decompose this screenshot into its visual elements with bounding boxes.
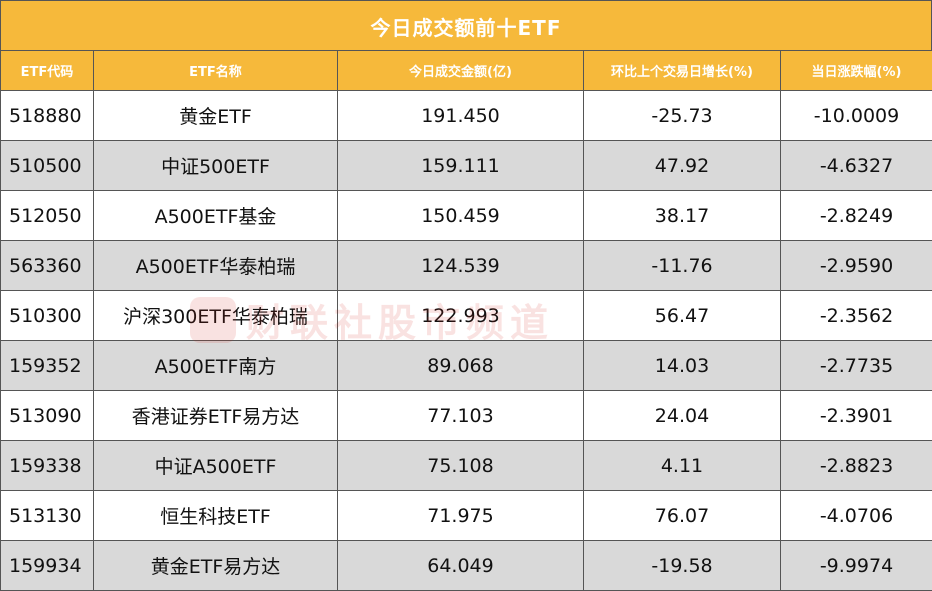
cell-change: -2.7735 xyxy=(781,341,932,391)
cell-code: 512050 xyxy=(1,191,94,241)
cell-name: 中证500ETF xyxy=(94,141,338,191)
cell-change: -2.3562 xyxy=(781,291,932,341)
cell-turnover: 77.103 xyxy=(338,391,584,441)
header-turnover: 今日成交金额(亿) xyxy=(338,51,584,91)
cell-turnover: 75.108 xyxy=(338,441,584,491)
header-change: 当日涨跌幅(%) xyxy=(781,51,932,91)
cell-growth: 4.11 xyxy=(584,441,781,491)
cell-code: 510300 xyxy=(1,291,94,341)
cell-growth: 56.47 xyxy=(584,291,781,341)
cell-code: 159338 xyxy=(1,441,94,491)
cell-name: A500ETF基金 xyxy=(94,191,338,241)
header-code: ETF代码 xyxy=(1,51,94,91)
cell-name: 中证A500ETF xyxy=(94,441,338,491)
table-row: 563360 A500ETF华泰柏瑞 124.539 -11.76 -2.959… xyxy=(1,241,932,291)
cell-growth: -25.73 xyxy=(584,91,781,141)
cell-growth: 14.03 xyxy=(584,341,781,391)
header-row: ETF代码 ETF名称 今日成交金额(亿) 环比上个交易日增长(%) 当日涨跌幅… xyxy=(1,51,932,91)
table-row: 159352 A500ETF南方 89.068 14.03 -2.7735 xyxy=(1,341,932,391)
cell-growth: -19.58 xyxy=(584,541,781,591)
cell-code: 513130 xyxy=(1,491,94,541)
table-row: 513090 香港证券ETF易方达 77.103 24.04 -2.3901 xyxy=(1,391,932,441)
table-row: 510500 中证500ETF 159.111 47.92 -4.6327 xyxy=(1,141,932,191)
cell-turnover: 150.459 xyxy=(338,191,584,241)
cell-growth: 76.07 xyxy=(584,491,781,541)
cell-change: -4.0706 xyxy=(781,491,932,541)
cell-turnover: 89.068 xyxy=(338,341,584,391)
cell-code: 159352 xyxy=(1,341,94,391)
header-name: ETF名称 xyxy=(94,51,338,91)
cell-turnover: 124.539 xyxy=(338,241,584,291)
table-row: 513130 恒生科技ETF 71.975 76.07 -4.0706 xyxy=(1,491,932,541)
cell-change: -2.8249 xyxy=(781,191,932,241)
table-row: 518880 黄金ETF 191.450 -25.73 -10.0009 xyxy=(1,91,932,141)
cell-growth: 38.17 xyxy=(584,191,781,241)
cell-turnover: 191.450 xyxy=(338,91,584,141)
cell-turnover: 159.111 xyxy=(338,141,584,191)
table-row: 159934 黄金ETF易方达 64.049 -19.58 -9.9974 xyxy=(1,541,932,591)
cell-change: -2.9590 xyxy=(781,241,932,291)
cell-name: 黄金ETF xyxy=(94,91,338,141)
cell-code: 159934 xyxy=(1,541,94,591)
cell-change: -2.8823 xyxy=(781,441,932,491)
header-growth: 环比上个交易日增长(%) xyxy=(584,51,781,91)
table-title: 今日成交额前十ETF xyxy=(371,12,562,41)
cell-change: -9.9974 xyxy=(781,541,932,591)
cell-turnover: 71.975 xyxy=(338,491,584,541)
cell-turnover: 64.049 xyxy=(338,541,584,591)
cell-name: A500ETF南方 xyxy=(94,341,338,391)
cell-code: 513090 xyxy=(1,391,94,441)
cell-code: 518880 xyxy=(1,91,94,141)
table-row: 512050 A500ETF基金 150.459 38.17 -2.8249 xyxy=(1,191,932,241)
table-title-bar: 今日成交额前十ETF xyxy=(0,0,932,52)
cell-code: 563360 xyxy=(1,241,94,291)
cell-growth: 24.04 xyxy=(584,391,781,441)
cell-growth: -11.76 xyxy=(584,241,781,291)
cell-change: -4.6327 xyxy=(781,141,932,191)
table-row: 510300 沪深300ETF华泰柏瑞 122.993 56.47 -2.356… xyxy=(1,291,932,341)
cell-name: 黄金ETF易方达 xyxy=(94,541,338,591)
cell-name: A500ETF华泰柏瑞 xyxy=(94,241,338,291)
cell-change: -10.0009 xyxy=(781,91,932,141)
cell-turnover: 122.993 xyxy=(338,291,584,341)
cell-code: 510500 xyxy=(1,141,94,191)
etf-table: ETF代码 ETF名称 今日成交金额(亿) 环比上个交易日增长(%) 当日涨跌幅… xyxy=(0,50,932,591)
table-row: 159338 中证A500ETF 75.108 4.11 -2.8823 xyxy=(1,441,932,491)
cell-name: 恒生科技ETF xyxy=(94,491,338,541)
cell-change: -2.3901 xyxy=(781,391,932,441)
cell-growth: 47.92 xyxy=(584,141,781,191)
cell-name: 沪深300ETF华泰柏瑞 xyxy=(94,291,338,341)
cell-name: 香港证券ETF易方达 xyxy=(94,391,338,441)
